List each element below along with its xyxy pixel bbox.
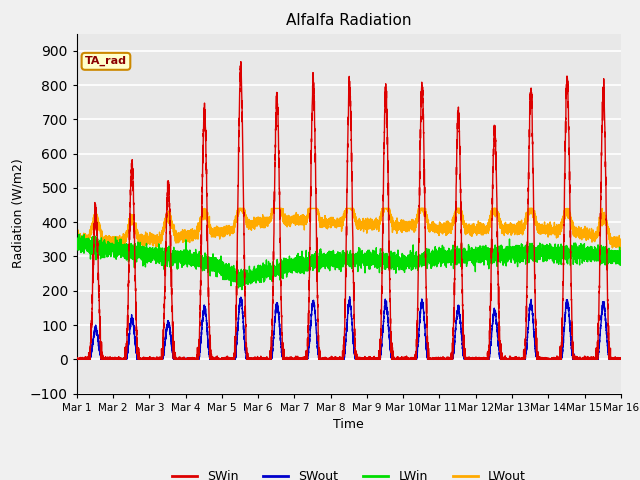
Line: SWin: SWin [77,61,621,360]
LWin [73,240,81,246]
SWout [346,294,353,300]
Line: LWin: LWin [77,234,621,289]
LWin [486,261,493,266]
LWout [616,250,624,255]
SWout [470,357,478,362]
SWin [486,321,493,327]
LWout [617,239,625,245]
LWout [201,205,209,211]
LWin [588,259,595,264]
Text: TA_rad: TA_rad [85,56,127,66]
LWout [588,233,595,239]
SWin [237,59,244,64]
LWin [76,231,83,237]
SWout [486,349,493,355]
SWin [594,341,602,347]
SWin [471,355,479,361]
LWin [238,287,246,292]
Line: LWout: LWout [77,208,621,252]
SWin [73,356,81,362]
SWin [617,356,625,362]
SWout [258,357,266,362]
LWin [258,268,266,274]
LWout [594,228,602,233]
LWin [471,249,479,254]
Y-axis label: Radiation (W/m2): Radiation (W/m2) [12,159,24,268]
SWin [73,357,81,362]
LWout [470,229,478,235]
SWin [588,357,595,362]
SWout [73,357,81,362]
SWout [588,357,595,362]
SWout [617,356,625,362]
SWout [330,356,338,362]
LWout [330,222,338,228]
LWin [594,242,602,248]
Line: SWout: SWout [77,297,621,360]
LWout [73,236,81,242]
LWout [258,218,266,224]
LWin [331,255,339,261]
LWin [617,260,625,265]
LWout [486,213,493,218]
Title: Alfalfa Radiation: Alfalfa Radiation [286,13,412,28]
SWin [258,357,266,362]
X-axis label: Time: Time [333,418,364,431]
SWin [331,357,339,362]
SWout [594,352,602,358]
Legend: SWin, SWout, LWin, LWout: SWin, SWout, LWin, LWout [167,465,531,480]
